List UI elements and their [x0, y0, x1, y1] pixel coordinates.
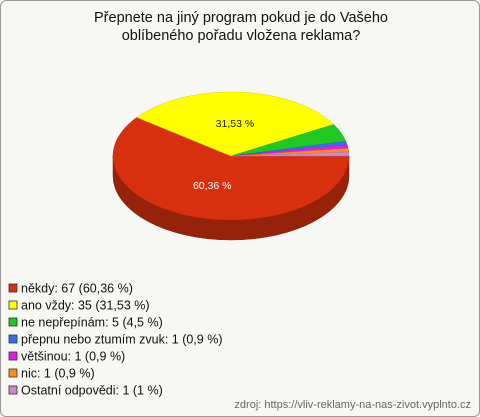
slice	[112, 117, 350, 221]
source: zdroj: https://vliv-reklamy-na-nas-zivot…	[234, 399, 471, 411]
legend-swatch	[8, 334, 18, 344]
slice	[230, 151, 350, 157]
value-label: 31,53 %	[216, 118, 255, 130]
legend-swatch	[8, 368, 18, 378]
legend-swatch	[8, 351, 18, 361]
legend-swatch	[8, 385, 18, 395]
legend-label: někdy: 67 (60,36 %)	[21, 281, 133, 295]
legend-label: ano vždy: 35 (31,53 %)	[21, 298, 150, 312]
legend-label: ne nepřepínám: 5 (4,5 %)	[21, 315, 163, 329]
legend-label: většinou: 1 (0,9 %)	[21, 349, 125, 363]
legend-swatch	[8, 283, 18, 293]
value-label: 60,36 %	[193, 180, 232, 192]
legend-label: přepnu nebo ztumím zvuk: 1 (0,9 %)	[21, 332, 222, 346]
legend-swatch	[8, 300, 18, 310]
slice	[136, 91, 335, 157]
legend-label: Ostatní odpovědi: 1 (1 %)	[21, 383, 163, 397]
legend-swatch	[8, 317, 18, 327]
legend-label: nic: 1 (0,9 %)	[21, 366, 95, 380]
chart-title: Přepnete na jiný program pokud je do Vaš…	[94, 10, 388, 44]
